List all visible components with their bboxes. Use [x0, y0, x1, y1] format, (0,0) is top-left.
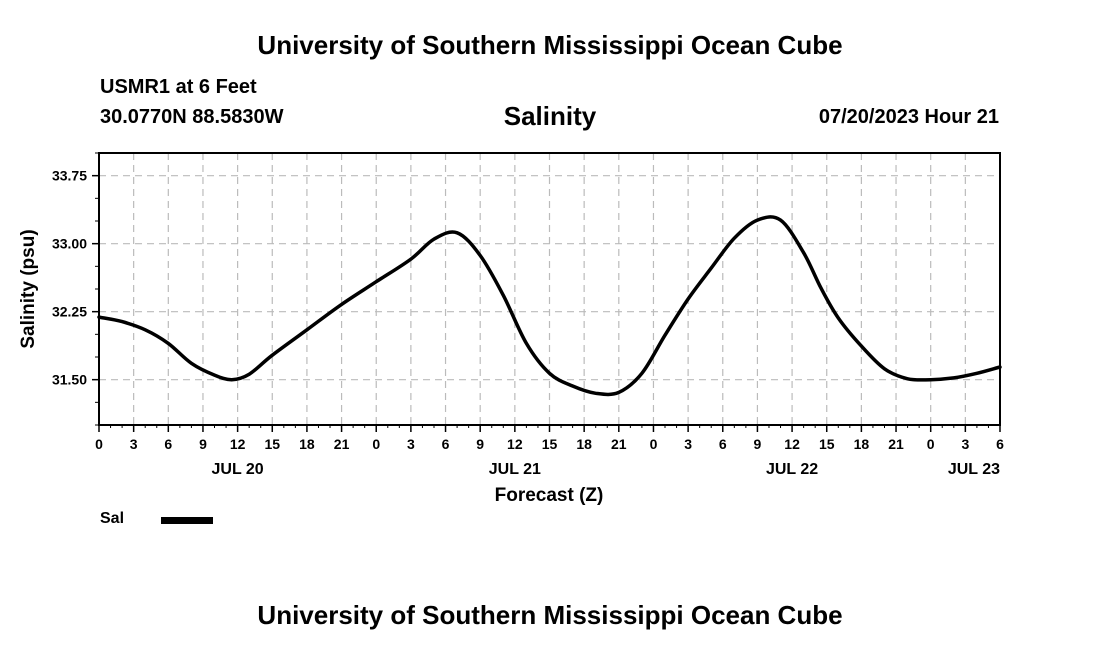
footer-title: University of Southern Mississippi Ocean… [257, 600, 843, 630]
grid-lines [99, 153, 1000, 425]
y-axis-label: Salinity (psu) [18, 229, 39, 348]
x-tick-label: 12 [230, 436, 246, 452]
date-label: JUL 22 [766, 461, 818, 478]
x-tick-label: 9 [476, 436, 484, 452]
x-tick-label: 18 [854, 436, 870, 452]
salinity-series-line [97, 215, 1002, 397]
x-tick-label: 21 [888, 436, 904, 452]
date-labels: JUL 20 JUL 21 JUL 22 JUL 23 [212, 461, 1001, 478]
x-tick-label: 3 [407, 436, 415, 452]
x-tick-label: 18 [299, 436, 315, 452]
x-tick-label: 21 [611, 436, 627, 452]
x-tick-label: 3 [961, 436, 969, 452]
x-tick-label: 6 [996, 436, 1004, 452]
y-tick-label: 33.00 [52, 236, 87, 252]
forecast-timestamp: 07/20/2023 Hour 21 [818, 106, 999, 128]
station-label: USMR1 at 6 Feet [100, 76, 257, 98]
station-coordinates: 30.0770N 88.5830W [100, 106, 284, 128]
date-label: JUL 21 [489, 461, 541, 478]
y-tick-label: 31.50 [52, 372, 87, 388]
x-tick-label: 15 [819, 436, 835, 452]
x-axis: 0 3 6 9 12 15 18 21 0 3 6 9 12 15 18 21 0 3 6 9 12 15 18 21 0 3 6 [95, 425, 1004, 452]
x-tick-label: 6 [164, 436, 172, 452]
legend-label: Sal [100, 510, 125, 527]
y-tick-label: 33.75 [52, 168, 87, 184]
chart-title: Salinity [503, 101, 597, 131]
x-tick-label: 15 [542, 436, 558, 452]
main-title: University of Southern Mississippi Ocean… [257, 30, 843, 60]
x-tick-label: 12 [784, 436, 800, 452]
x-tick-label: 15 [264, 436, 280, 452]
x-tick-label: 9 [199, 436, 207, 452]
y-tick-label: 32.25 [52, 304, 87, 320]
x-tick-label: 18 [576, 436, 592, 452]
x-tick-label: 0 [372, 436, 380, 452]
x-tick-label: 3 [130, 436, 138, 452]
x-tick-label: 9 [754, 436, 762, 452]
date-label: JUL 20 [212, 461, 264, 478]
x-tick-label: 12 [507, 436, 523, 452]
x-tick-label: 0 [927, 436, 935, 452]
x-tick-label: 6 [442, 436, 450, 452]
y-axis: 31.50 32.25 33.00 33.75 [52, 152, 99, 426]
x-axis-label: Forecast (Z) [495, 485, 604, 506]
legend-line-swatch [161, 517, 213, 524]
x-tick-label: 0 [650, 436, 658, 452]
x-tick-label: 21 [334, 436, 350, 452]
x-tick-label: 0 [95, 436, 103, 452]
date-label: JUL 23 [948, 461, 1000, 478]
x-tick-label: 6 [719, 436, 727, 452]
x-tick-label: 3 [684, 436, 692, 452]
